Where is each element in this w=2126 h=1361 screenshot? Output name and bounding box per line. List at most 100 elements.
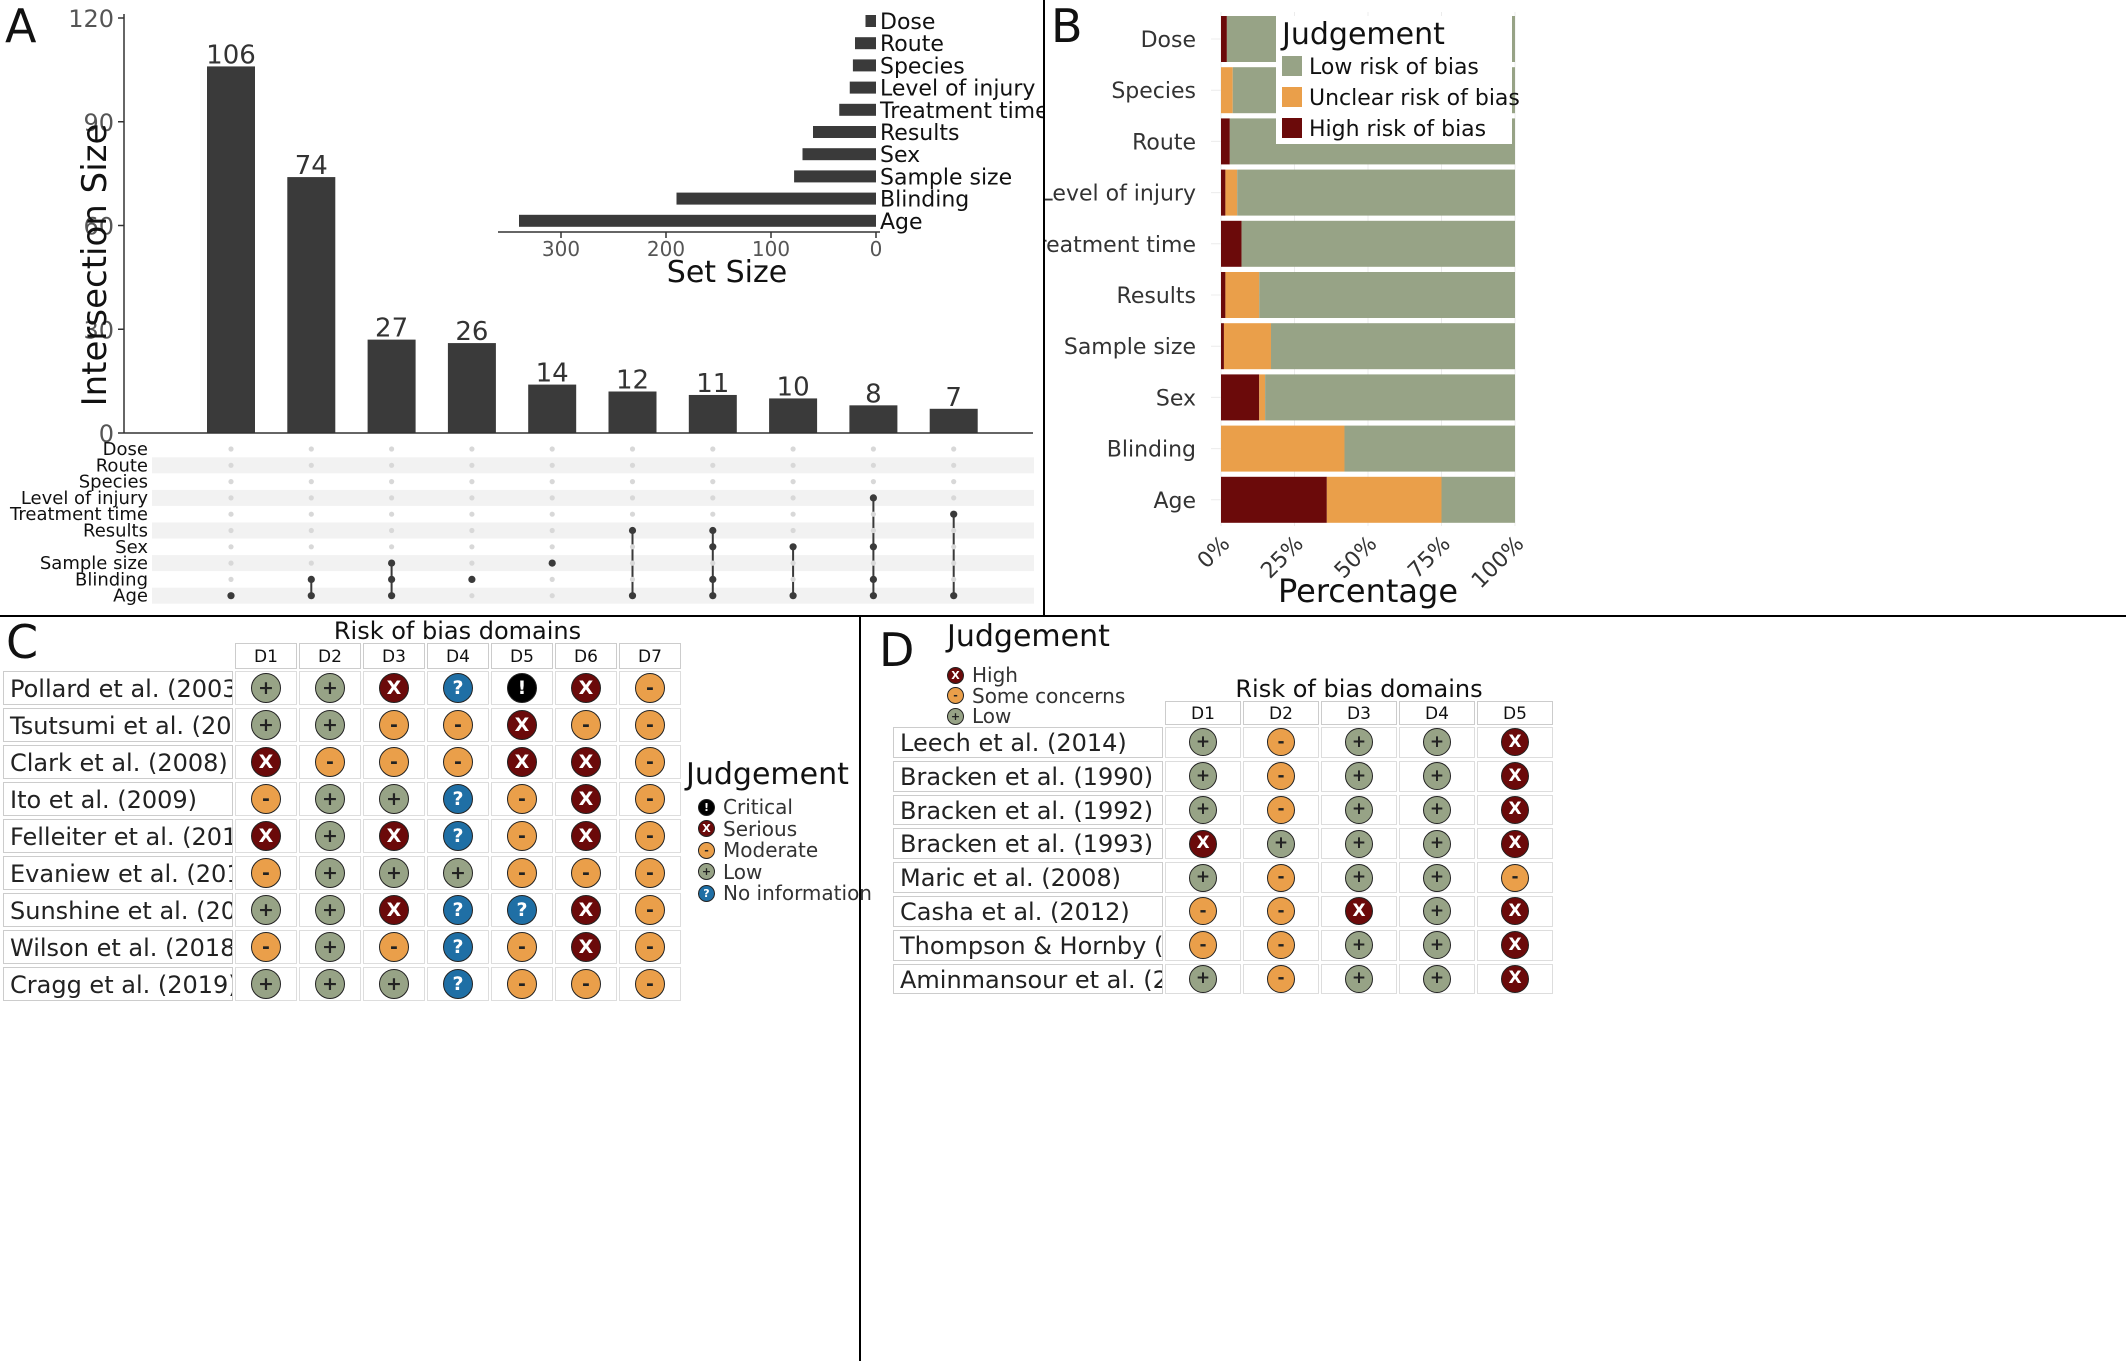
matrix-set-label: Species <box>79 472 148 493</box>
judgement-symbol-L: + <box>1423 964 1451 993</box>
study-label: Wilson et al. (2018) <box>3 930 233 964</box>
category-label: Dose <box>1141 28 1196 53</box>
judgement-symbol-L: + <box>1345 795 1373 824</box>
judgement-cell: + <box>1399 828 1475 860</box>
judgement-symbol-S: X <box>379 895 409 925</box>
judgement-cell: - <box>1243 862 1319 893</box>
stacked-bar-segment <box>1237 169 1515 216</box>
judgement-symbol-H: X <box>1501 897 1529 926</box>
judgement-symbol-L: + <box>379 784 409 814</box>
judgement-cell: + <box>1321 929 1397 961</box>
bar-value-label: 74 <box>295 151 328 181</box>
set-size-bar <box>794 170 876 183</box>
judgement-symbol-L: + <box>379 858 409 888</box>
judgement-cell: + <box>1321 760 1397 792</box>
judgement-symbol-H: X <box>1345 897 1373 926</box>
judgement-symbol-H: X <box>1501 931 1529 960</box>
matrix-dot-active <box>950 592 958 600</box>
study-label: Ito et al. (2009) <box>3 782 233 816</box>
matrix-dot <box>469 527 475 534</box>
legend-label: Moderate <box>723 838 819 862</box>
set-size-bar <box>802 148 876 161</box>
domain-header: D3 <box>363 643 425 669</box>
judgement-cell: - <box>363 745 425 779</box>
judgement-cell: X <box>235 745 297 779</box>
judgement-cell: - <box>619 930 681 964</box>
judgement-cell: X <box>555 893 617 927</box>
judgement-symbol-S: X <box>507 710 537 740</box>
matrix-dot <box>469 560 475 566</box>
judgement-symbol-N: ? <box>443 784 473 814</box>
matrix-dot <box>228 495 234 501</box>
matrix-dot <box>629 446 636 452</box>
judgement-symbol-L: + <box>1423 795 1451 824</box>
study-label: Leech et al. (2014) <box>893 727 1163 758</box>
matrix-dot-active <box>388 575 396 584</box>
set-size-bar <box>813 126 876 138</box>
stacked-bar-segment <box>1259 272 1515 318</box>
judgement-symbol-S: X <box>571 895 601 925</box>
set-size-bar <box>855 37 876 50</box>
study-label: Casha et al. (2012) <box>893 896 1163 927</box>
legend-item: ? No information <box>698 881 872 905</box>
panel-c-rob-table: C Risk of bias domains D1 D2 D3 D4 D5 D6 D7 Pol… <box>0 615 872 1361</box>
set-size-bar <box>676 192 876 205</box>
judgement-cell: X <box>1477 929 1553 961</box>
intersection-bar <box>769 398 818 433</box>
judgement-symbol-M: - <box>443 747 473 777</box>
stacked-bar-segment <box>1221 425 1345 472</box>
matrix-dot-active <box>227 592 235 600</box>
study-label: Tsutsumi et al. (2006) <box>3 708 233 742</box>
matrix-stripe <box>152 555 1034 572</box>
x-tick-label: 100% <box>1467 532 1529 594</box>
judgement-symbol-L: + <box>1423 897 1451 926</box>
matrix-dot <box>629 495 636 501</box>
judgement-symbol-M: - <box>1267 762 1295 791</box>
matrix-set-label: Sex <box>115 537 148 558</box>
judgement-cell: + <box>1165 760 1241 792</box>
domain-header: D4 <box>1399 701 1475 725</box>
matrix-dot <box>870 511 877 517</box>
judgement-cell: - <box>619 671 681 705</box>
judgement-symbol-M: - <box>571 858 601 888</box>
judgement-symbol-L: + <box>315 784 345 814</box>
matrix-dot <box>549 593 555 599</box>
matrix-dot <box>389 495 395 501</box>
divider-horizontal <box>0 615 2126 617</box>
set-size-label: Treatment time <box>879 99 1043 124</box>
judgement-symbol-M: - <box>947 687 964 704</box>
judgement-symbol-M: - <box>1189 897 1217 926</box>
matrix-dot <box>228 479 234 485</box>
bar-value-label: 10 <box>777 372 810 402</box>
intersection-bar <box>688 394 737 433</box>
judgement-cell: + <box>1165 794 1241 826</box>
judgement-symbol-N: ? <box>443 673 473 703</box>
matrix-dot <box>469 511 475 517</box>
matrix-set-label: Treatment time <box>9 504 148 525</box>
table-c-legend-title: Judgement <box>686 757 849 792</box>
bar-value-label: 26 <box>455 317 488 347</box>
judgement-symbol-M: - <box>1267 795 1295 824</box>
matrix-dot <box>469 495 475 501</box>
matrix-dot <box>308 495 314 501</box>
legend-item: - Moderate <box>698 838 818 862</box>
judgement-cell: X <box>491 745 553 779</box>
matrix-dot-active <box>307 575 315 584</box>
matrix-dot <box>870 479 877 485</box>
matrix-dot <box>469 462 475 468</box>
matrix-stripe <box>152 457 1034 474</box>
stacked-bar-segment <box>1221 374 1260 421</box>
intersection-bar <box>849 405 898 433</box>
judgement-cell: - <box>1243 760 1319 792</box>
judgement-symbol-M: - <box>1267 897 1295 926</box>
judgement-cell: - <box>235 782 297 816</box>
judgement-cell: + <box>299 671 361 705</box>
judgement-cell: + <box>1165 963 1241 995</box>
judgement-cell: + <box>1321 828 1397 860</box>
judgement-symbol-H: X <box>947 666 964 684</box>
judgement-cell: X <box>1477 896 1553 927</box>
matrix-dot <box>469 593 475 599</box>
matrix-dot <box>629 544 636 550</box>
judgement-symbol-S: X <box>571 747 601 777</box>
judgement-cell: - <box>619 893 681 927</box>
